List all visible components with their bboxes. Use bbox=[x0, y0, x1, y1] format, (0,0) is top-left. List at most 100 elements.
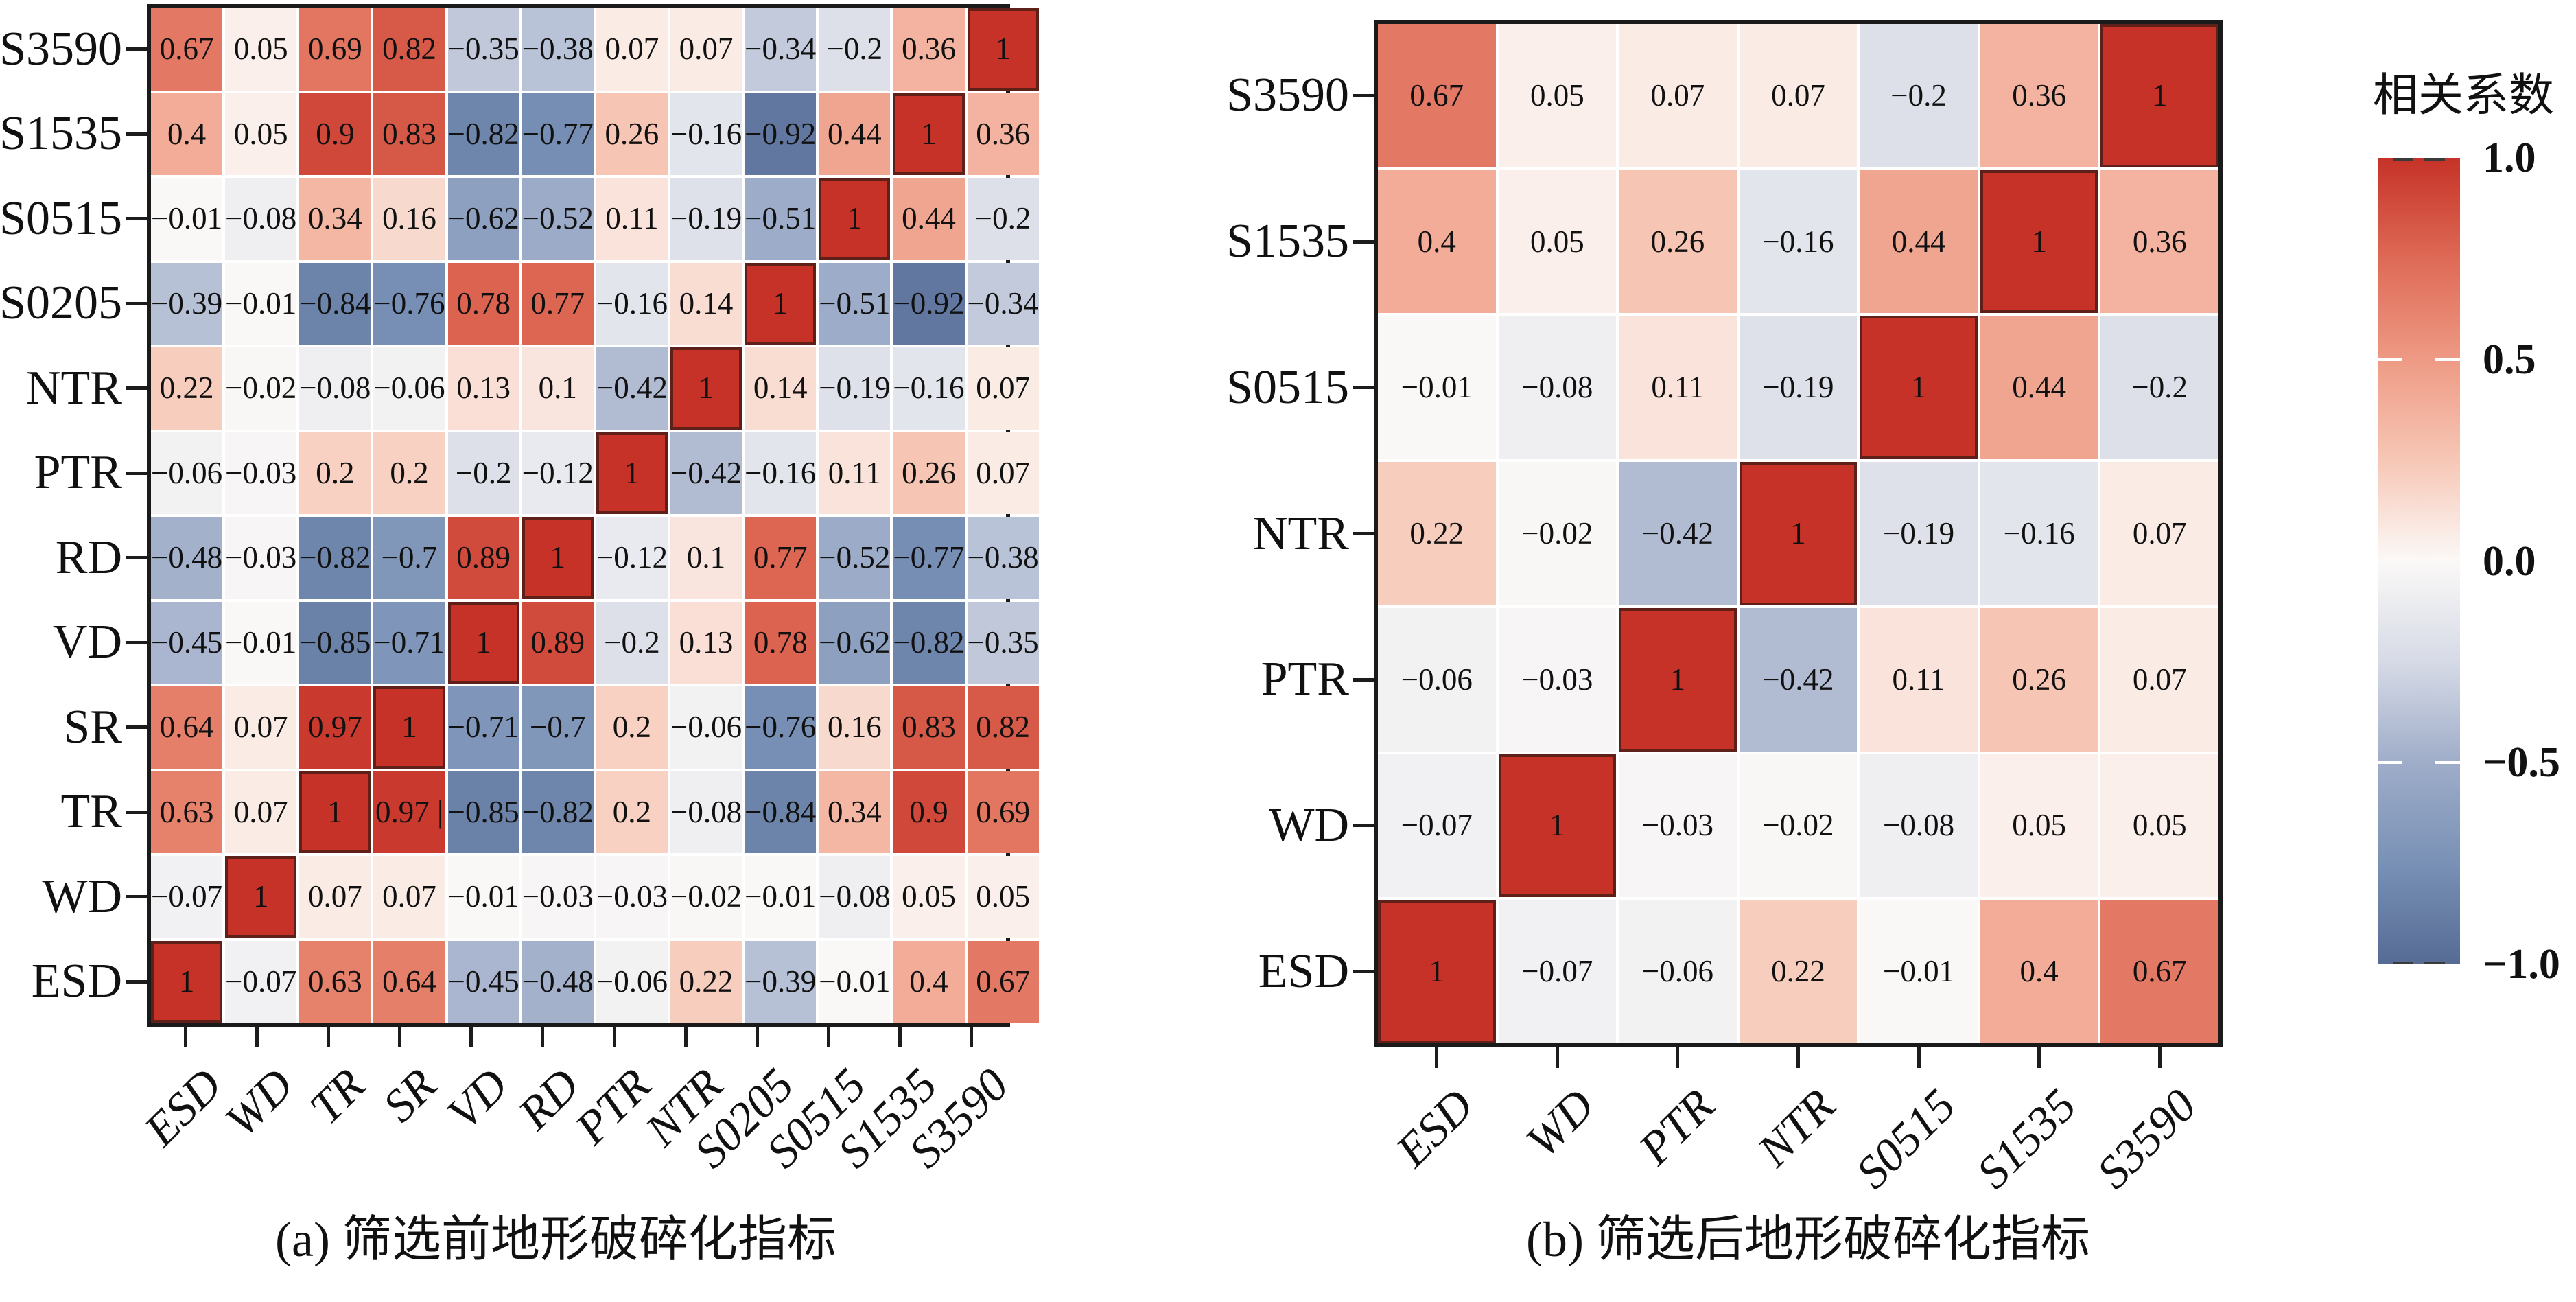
heatmap-cell: −0.19 bbox=[1860, 462, 1978, 605]
colorbar-tick-label: −1.0 bbox=[2483, 941, 2560, 988]
y-axis-tick bbox=[126, 47, 147, 51]
heatmap-cell: 0.34 bbox=[819, 771, 891, 853]
heatmap-cell: −0.07 bbox=[151, 856, 223, 938]
heatmap-cell: 1 bbox=[1739, 462, 1858, 605]
heatmap-cell: −0.48 bbox=[151, 517, 223, 599]
heatmap-cell: 0.05 bbox=[1498, 170, 1617, 314]
heatmap-cell: −0.16 bbox=[893, 347, 965, 430]
heatmap-cell: −0.42 bbox=[1739, 607, 1858, 752]
heatmap-cell: 0.36 bbox=[967, 93, 1039, 175]
heatmap-cell: −0.7 bbox=[522, 686, 594, 769]
heatmap-cell: 0.07 bbox=[1739, 24, 1858, 167]
x-axis-tick bbox=[469, 1027, 473, 1047]
heatmap-cell: 0.14 bbox=[670, 262, 742, 345]
heatmap-cell: −0.45 bbox=[151, 601, 223, 684]
heatmap-cell: −0.08 bbox=[819, 856, 891, 938]
heatmap-cell: 0.77 bbox=[522, 262, 594, 345]
heatmap-cell: −0.06 bbox=[596, 940, 668, 1023]
x-axis-tick bbox=[755, 1027, 759, 1047]
colorbar-tick-mark bbox=[2378, 761, 2402, 765]
heatmap-cell: −0.01 bbox=[225, 262, 297, 345]
heatmap-cell: −0.01 bbox=[151, 178, 223, 260]
heatmap-cell: −0.03 bbox=[522, 856, 594, 938]
y-axis-tick bbox=[1353, 824, 1374, 828]
x-axis-tick bbox=[827, 1027, 831, 1047]
heatmap-cell: −0.08 bbox=[225, 178, 297, 260]
y-axis-label: VD bbox=[52, 616, 122, 669]
heatmap-cell: −0.02 bbox=[670, 856, 742, 938]
x-axis-label: SR bbox=[373, 1058, 447, 1132]
heatmap-cell: 0.97 | bbox=[373, 771, 445, 853]
y-axis-tick bbox=[126, 471, 147, 475]
heatmap-cell: −0.38 bbox=[522, 8, 594, 91]
heatmap-grid: 0.67 0.05 0.69 0.82 −0.35 −0.38 0.07 0.07 −0.34−… bbox=[147, 4, 1039, 1027]
x-axis-tick bbox=[2157, 1047, 2162, 1068]
heatmap-cell: 0.05 bbox=[2100, 754, 2218, 898]
heatmap-cell: 0.78 bbox=[745, 601, 817, 684]
heatmap-cell: −0.16 bbox=[745, 432, 817, 514]
heatmap-cell: 0.64 bbox=[151, 686, 223, 769]
heatmap-cell: −0.35 bbox=[967, 601, 1039, 684]
heatmap-cell: −0.2 bbox=[596, 601, 668, 684]
heatmap-cell: −0.07 bbox=[1378, 754, 1496, 898]
heatmap-cell: 0.13 bbox=[447, 347, 519, 430]
panel-caption: (b) 筛选后地形破碎化指标 bbox=[1526, 1212, 2090, 1267]
heatmap-cell: −0.38 bbox=[967, 517, 1039, 599]
y-axis-label: PTR bbox=[1261, 653, 1349, 706]
heatmap-cell: −0.03 bbox=[225, 517, 297, 599]
heatmap-cell: −0.92 bbox=[745, 93, 817, 175]
heatmap-cell: −0.85 bbox=[447, 771, 519, 853]
x-axis-tick bbox=[898, 1027, 902, 1047]
heatmap-cell: 0.64 bbox=[373, 940, 445, 1023]
heatmap-cell: 0.2 bbox=[299, 432, 371, 514]
y-axis-tick bbox=[126, 895, 147, 899]
heatmap-cell: −0.42 bbox=[1619, 462, 1737, 605]
heatmap-cell: 0.22 bbox=[670, 940, 742, 1023]
x-axis-label: PTR bbox=[1628, 1079, 1724, 1175]
heatmap-cell: 0.77 bbox=[745, 517, 817, 599]
heatmap-cell: −0.12 bbox=[522, 432, 594, 514]
y-axis-label: S0515 bbox=[1226, 360, 1349, 414]
heatmap-cell: 0.1 bbox=[670, 517, 742, 599]
heatmap-cell: 0.78 bbox=[447, 262, 519, 345]
heatmap-cell: −0.82 bbox=[299, 517, 371, 599]
y-axis-label: RD bbox=[55, 531, 122, 584]
heatmap-cell: 0.82 bbox=[373, 8, 445, 91]
heatmap-cell: 0.82 bbox=[967, 686, 1039, 769]
heatmap-cell: −0.06 bbox=[373, 347, 445, 430]
heatmap-cell: −0.51 bbox=[819, 262, 891, 345]
heatmap-cell: −0.01 bbox=[225, 601, 297, 684]
heatmap-cell: −0.76 bbox=[745, 686, 817, 769]
heatmap-cell: 0.34 bbox=[299, 178, 371, 260]
heatmap-cell: −0.62 bbox=[447, 178, 519, 260]
y-axis-tick bbox=[126, 640, 147, 644]
heatmap-cell: 0.22 bbox=[151, 347, 223, 430]
x-axis-label: NTR bbox=[1747, 1079, 1845, 1176]
y-axis-tick bbox=[126, 386, 147, 391]
y-axis-tick bbox=[1353, 532, 1374, 535]
heatmap-cell: 0.83 bbox=[893, 686, 965, 769]
heatmap-cell: −0.45 bbox=[447, 940, 519, 1023]
y-axis-label: PTR bbox=[34, 446, 122, 500]
x-axis-label: PTR bbox=[565, 1058, 661, 1154]
heatmap-cell: 0.44 bbox=[1860, 170, 1978, 314]
colorbar-end-tick bbox=[2393, 158, 2413, 161]
heatmap-cell: −0.2 bbox=[967, 178, 1039, 260]
y-axis-label: SR bbox=[63, 700, 122, 754]
heatmap-cell: −0.82 bbox=[522, 771, 594, 853]
heatmap-cell: 1 bbox=[967, 8, 1039, 91]
heatmap-cell: 0.22 bbox=[1378, 462, 1496, 605]
heatmap-cell: −0.77 bbox=[522, 93, 594, 175]
y-axis-label: S3590 bbox=[1226, 69, 1349, 122]
heatmap-cell: 1 bbox=[1378, 900, 1496, 1043]
y-axis-tick bbox=[126, 132, 147, 136]
colorbar-tick-mark bbox=[2435, 761, 2460, 765]
colorbar-tick-label: −0.5 bbox=[2483, 739, 2560, 787]
heatmap-cell: −0.84 bbox=[299, 262, 371, 345]
heatmap-cell: 0.89 bbox=[447, 517, 519, 599]
panel-caption: (a) 筛选前地形破碎化指标 bbox=[275, 1212, 836, 1267]
heatmap-cell: 1 bbox=[1498, 754, 1617, 898]
heatmap-cell: −0.39 bbox=[151, 262, 223, 345]
heatmap-cell: 0.36 bbox=[1980, 24, 2098, 167]
heatmap-cell: −0.07 bbox=[225, 940, 297, 1023]
